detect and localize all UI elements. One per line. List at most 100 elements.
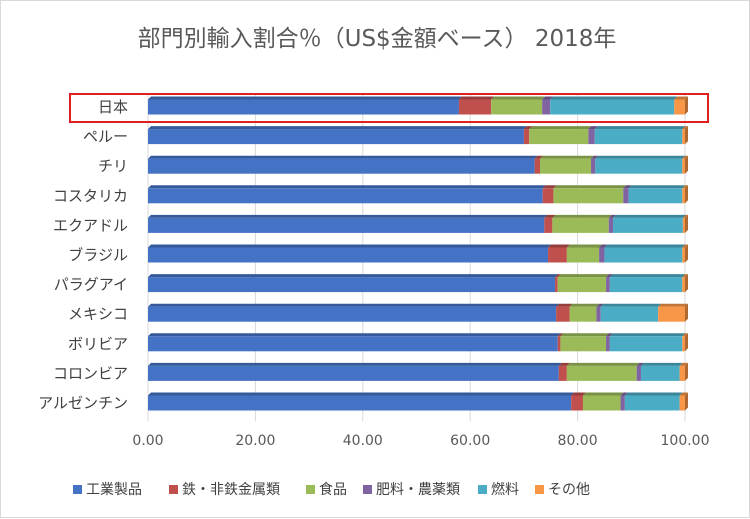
bar-top-face: [682, 244, 688, 248]
bar-side-face: [685, 362, 688, 381]
bar-top-face: [606, 333, 613, 337]
bar-segment: [555, 277, 558, 293]
bar-side-face: [685, 392, 688, 411]
bar-segment: [636, 365, 641, 381]
bar-segment: [556, 306, 570, 322]
bar-top-face: [544, 214, 556, 218]
bar-segment: [542, 99, 551, 115]
bar-top-face: [682, 274, 688, 278]
legend-label: 工業製品: [86, 482, 142, 498]
legend-label: 食品: [319, 481, 347, 498]
bar-top-face: [555, 274, 561, 278]
bar-segment: [682, 158, 685, 174]
bar-side-face: [685, 155, 688, 174]
bar-segment: [640, 365, 680, 381]
category-label: アルゼンチン: [38, 394, 128, 412]
bar-top-face: [148, 185, 546, 189]
x-tick-label: 20.00: [235, 433, 275, 449]
bar-segment: [620, 395, 625, 411]
category-label: ボリビア: [68, 335, 128, 353]
bar-top-face: [682, 333, 688, 337]
bar-segment: [560, 336, 607, 352]
bar-top-face: [608, 214, 617, 218]
bar-top-face: [148, 274, 559, 278]
bar-top-face: [588, 126, 598, 130]
category-label: ペルー: [83, 128, 128, 146]
x-tick-label: 80.00: [558, 433, 598, 449]
bar-top-face: [542, 185, 557, 189]
bar-top-face: [566, 362, 640, 366]
bar-segment: [674, 99, 685, 115]
bar-segment: [608, 217, 614, 233]
bar-top-face: [569, 303, 600, 307]
legend-label: 燃料: [491, 481, 519, 498]
bar-top-face: [148, 214, 548, 218]
bar-segment: [623, 188, 629, 204]
bar-segment: [148, 158, 535, 174]
bar-top-face: [557, 274, 610, 278]
category-label: ブラジル: [68, 246, 128, 264]
bar-segment: [596, 306, 601, 322]
bar-top-face: [609, 274, 686, 278]
bar-top-face: [679, 392, 688, 396]
x-tick-label: 0.00: [132, 433, 163, 449]
category-label: コロンビア: [53, 364, 128, 382]
bar-segment: [682, 336, 685, 352]
bar-top-face: [542, 96, 554, 100]
bar-top-face: [148, 333, 561, 337]
bar-segment: [148, 188, 543, 204]
legend-swatch: [306, 485, 315, 494]
legend-swatch: [478, 485, 487, 494]
bar-top-face: [599, 244, 608, 248]
bar-segment: [491, 99, 543, 115]
bar-segment: [540, 158, 592, 174]
bar-segment: [529, 129, 589, 145]
bar-top-face: [458, 96, 495, 100]
legend-label: その他: [548, 482, 590, 498]
bar-top-face: [623, 185, 632, 189]
bar-segment: [606, 277, 610, 293]
bar-segment: [658, 306, 685, 322]
bar-segment: [566, 247, 600, 263]
bar-top-face: [571, 392, 586, 396]
bar-segment: [613, 217, 683, 233]
legend-swatch: [73, 485, 82, 494]
bar-top-face: [600, 303, 662, 307]
x-tick-label: 40.00: [343, 433, 383, 449]
legend-label: 肥料・農薬類: [376, 482, 460, 498]
bar-top-face: [148, 392, 575, 396]
bar-top-face: [529, 126, 592, 130]
bar-segment: [552, 217, 609, 233]
legend-swatch: [363, 485, 372, 494]
bar-segment: [148, 365, 559, 381]
bar-top-face: [148, 244, 552, 248]
bar-top-face: [553, 185, 627, 189]
bar-top-face: [596, 303, 604, 307]
category-label: メキシコ: [68, 305, 128, 323]
highlight-box: [69, 93, 709, 123]
bar-segment: [682, 188, 685, 204]
category-labels: 日本ペルーチリコスタリカエクアドルブラジルパラグアイメキシコボリビアコロンビアア…: [38, 98, 128, 412]
bar-top-face: [628, 185, 686, 189]
bar-segment: [148, 99, 459, 115]
bar-top-face: [595, 155, 686, 159]
bar-top-face: [534, 155, 544, 159]
bar-top-face: [682, 126, 688, 130]
bar-segment: [594, 129, 683, 145]
bar-segment: [682, 277, 685, 293]
bar-segment: [591, 158, 596, 174]
bar-segment: [609, 277, 683, 293]
bar-top-face: [556, 303, 573, 307]
bar-top-face: [557, 333, 564, 337]
bar-segment: [595, 158, 683, 174]
bar-side-face: [685, 274, 688, 293]
bar-segment: [588, 129, 595, 145]
bar-top-face: [540, 155, 595, 159]
bar-side-face: [685, 126, 688, 145]
bar-segment: [682, 247, 685, 263]
bar-segment: [566, 365, 637, 381]
bar-segment: [557, 336, 561, 352]
bar-segment: [148, 306, 557, 322]
bar-side-face: [685, 96, 688, 115]
x-tick-labels: 0.00 20.00 40.00 60.00 80.00 100.00: [132, 433, 709, 449]
